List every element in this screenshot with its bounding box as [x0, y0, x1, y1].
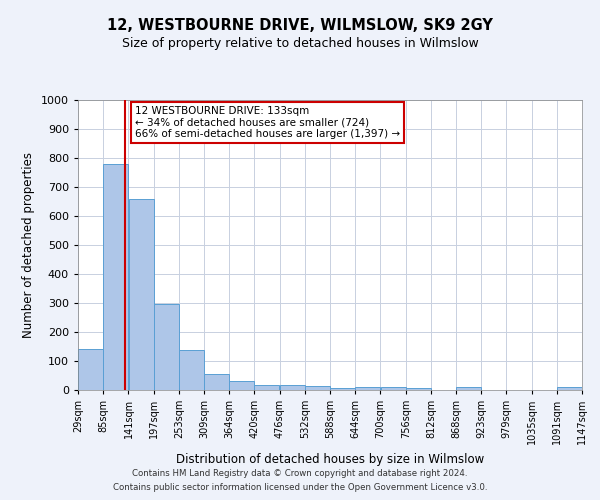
X-axis label: Distribution of detached houses by size in Wilmslow: Distribution of detached houses by size … — [176, 452, 484, 466]
Bar — [254, 385, 279, 390]
Bar — [457, 387, 481, 390]
Text: 12, WESTBOURNE DRIVE, WILMSLOW, SK9 2GY: 12, WESTBOURNE DRIVE, WILMSLOW, SK9 2GY — [107, 18, 493, 32]
Bar — [179, 350, 204, 390]
Bar — [305, 386, 330, 390]
Bar — [355, 387, 380, 390]
Bar — [381, 387, 406, 390]
Text: Size of property relative to detached houses in Wilmslow: Size of property relative to detached ho… — [122, 38, 478, 51]
Text: 12 WESTBOURNE DRIVE: 133sqm
← 34% of detached houses are smaller (724)
66% of se: 12 WESTBOURNE DRIVE: 133sqm ← 34% of det… — [135, 106, 400, 139]
Text: Contains HM Land Registry data © Crown copyright and database right 2024.: Contains HM Land Registry data © Crown c… — [132, 468, 468, 477]
Text: Contains public sector information licensed under the Open Government Licence v3: Contains public sector information licen… — [113, 484, 487, 492]
Bar — [103, 164, 128, 390]
Bar — [154, 304, 179, 390]
Bar — [205, 374, 229, 390]
Bar — [406, 388, 431, 390]
Y-axis label: Number of detached properties: Number of detached properties — [22, 152, 35, 338]
Bar — [78, 350, 103, 390]
Bar — [280, 385, 305, 390]
Bar — [330, 388, 355, 390]
Bar — [557, 387, 582, 390]
Bar — [229, 382, 254, 390]
Bar — [129, 198, 154, 390]
